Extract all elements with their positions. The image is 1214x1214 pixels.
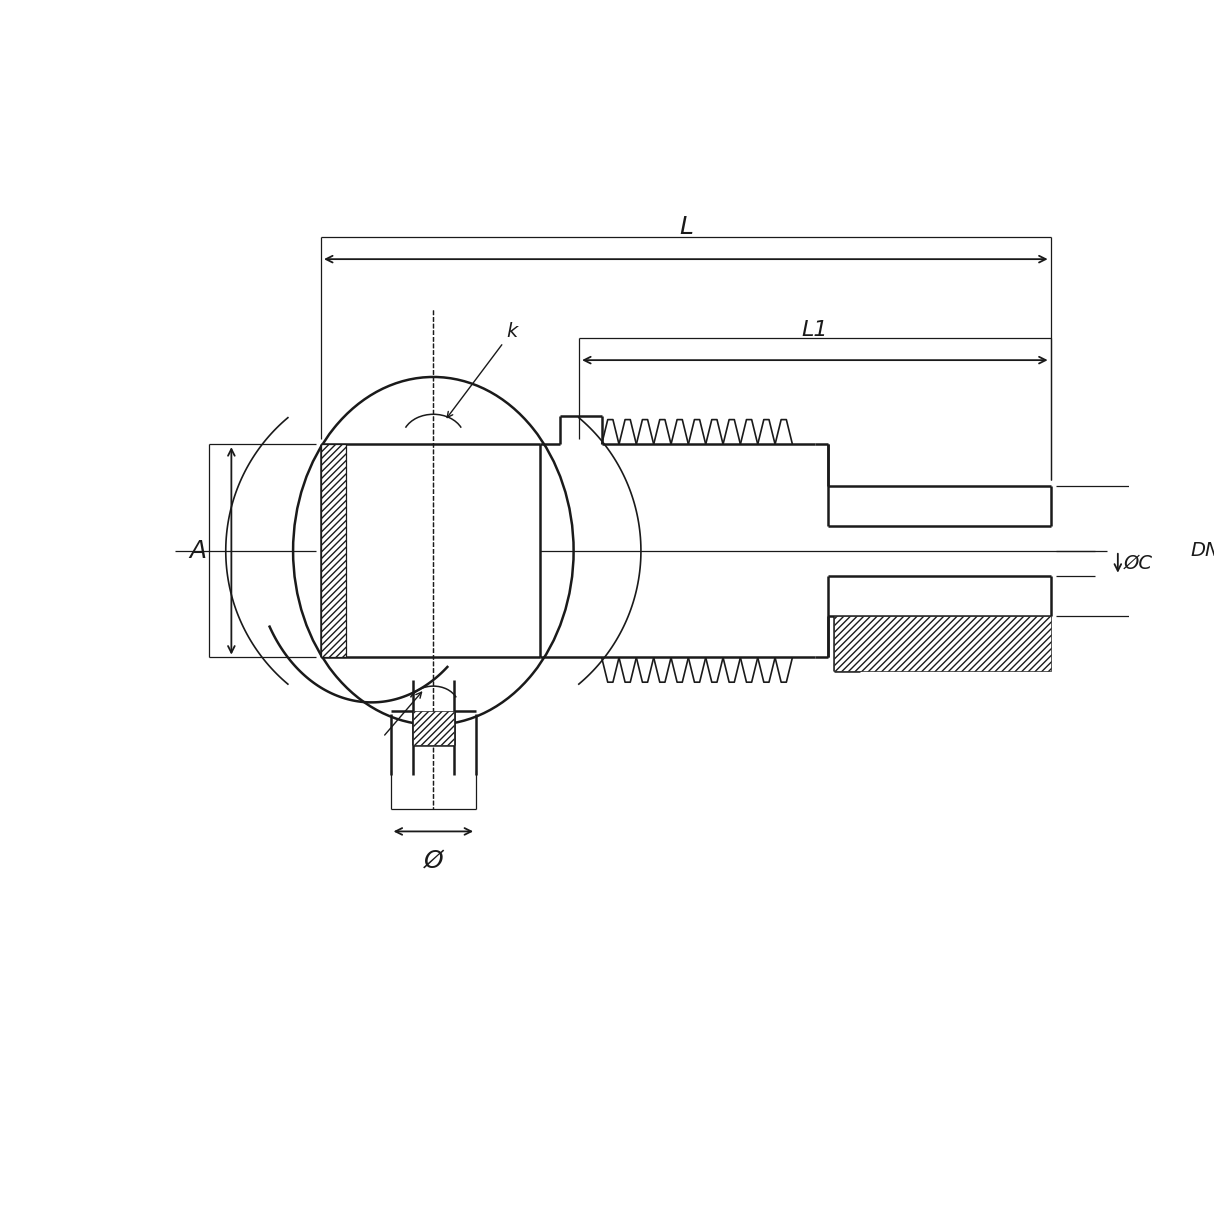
Bar (834, 615, 1050, 671)
Text: Ø: Ø (424, 849, 443, 872)
Text: ØC: ØC (1123, 554, 1152, 573)
Text: A: A (189, 539, 206, 563)
Text: L1: L1 (801, 320, 828, 340)
Polygon shape (322, 444, 346, 658)
Text: L: L (679, 215, 693, 239)
Bar (413, 711, 454, 745)
Text: k: k (447, 322, 517, 418)
Text: DN: DN (1191, 541, 1214, 561)
